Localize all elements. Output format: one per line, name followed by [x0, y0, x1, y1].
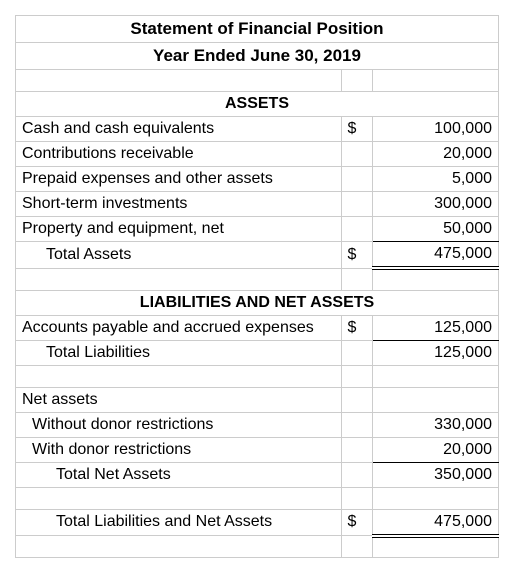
- table-row: With donor restrictions 20,000: [16, 437, 499, 462]
- line-label: Property and equipment, net: [16, 217, 342, 242]
- total-value: 125,000: [373, 340, 499, 365]
- total-net-assets-row: Total Net Assets 350,000: [16, 462, 499, 487]
- currency-symbol: [341, 192, 373, 217]
- total-value: 475,000: [373, 242, 499, 269]
- line-label: Without donor restrictions: [16, 412, 342, 437]
- line-value: 125,000: [373, 315, 499, 340]
- spacer-row: [16, 365, 499, 387]
- total-assets-row: Total Assets $ 475,000: [16, 242, 499, 269]
- currency-symbol: $: [341, 509, 373, 536]
- title-row: Statement of Financial Position: [16, 16, 499, 43]
- table-row: Prepaid expenses and other assets 5,000: [16, 167, 499, 192]
- currency-symbol: [341, 462, 373, 487]
- period-row: Year Ended June 30, 2019: [16, 43, 499, 70]
- total-label: Total Liabilities: [16, 340, 342, 365]
- currency-symbol: $: [341, 117, 373, 142]
- spacer-row: [16, 70, 499, 92]
- table-row: Contributions receivable 20,000: [16, 142, 499, 167]
- currency-symbol: [341, 142, 373, 167]
- liabilities-header: LIABILITIES AND NET ASSETS: [16, 290, 499, 315]
- table-row: Property and equipment, net 50,000: [16, 217, 499, 242]
- grand-total-label: Total Liabilities and Net Assets: [16, 509, 342, 536]
- statement-period: Year Ended June 30, 2019: [16, 43, 499, 70]
- assets-header: ASSETS: [16, 92, 499, 117]
- spacer-row: [16, 487, 499, 509]
- grand-total-value: 475,000: [373, 509, 499, 536]
- line-value: 5,000: [373, 167, 499, 192]
- total-label: Total Net Assets: [16, 462, 342, 487]
- line-value: 300,000: [373, 192, 499, 217]
- statement-title: Statement of Financial Position: [16, 16, 499, 43]
- total-value: 350,000: [373, 462, 499, 487]
- line-label: Contributions receivable: [16, 142, 342, 167]
- liabilities-header-row: LIABILITIES AND NET ASSETS: [16, 290, 499, 315]
- total-label: Total Assets: [16, 242, 342, 269]
- net-assets-header: Net assets: [16, 387, 342, 412]
- grand-total-row: Total Liabilities and Net Assets $ 475,0…: [16, 509, 499, 536]
- line-label: Prepaid expenses and other assets: [16, 167, 342, 192]
- currency-symbol: [341, 217, 373, 242]
- table-row: Cash and cash equivalents $ 100,000: [16, 117, 499, 142]
- table-row: Without donor restrictions 330,000: [16, 412, 499, 437]
- line-label: Cash and cash equivalents: [16, 117, 342, 142]
- spacer-row: [16, 268, 499, 290]
- line-label: With donor restrictions: [16, 437, 342, 462]
- currency-symbol: [341, 167, 373, 192]
- financial-statement-table: Statement of Financial Position Year End…: [15, 15, 499, 558]
- assets-header-row: ASSETS: [16, 92, 499, 117]
- currency-symbol: [341, 437, 373, 462]
- line-label: Accounts payable and accrued expenses: [16, 315, 342, 340]
- line-value: 20,000: [373, 142, 499, 167]
- table-row: Short-term investments 300,000: [16, 192, 499, 217]
- currency-symbol: [341, 412, 373, 437]
- line-label: Short-term investments: [16, 192, 342, 217]
- net-assets-header-row: Net assets: [16, 387, 499, 412]
- line-value: 330,000: [373, 412, 499, 437]
- line-value: 20,000: [373, 437, 499, 462]
- line-value: 100,000: [373, 117, 499, 142]
- line-value: 50,000: [373, 217, 499, 242]
- total-liabilities-row: Total Liabilities 125,000: [16, 340, 499, 365]
- currency-symbol: $: [341, 242, 373, 269]
- table-row: Accounts payable and accrued expenses $ …: [16, 315, 499, 340]
- spacer-row: [16, 536, 499, 558]
- currency-symbol: $: [341, 315, 373, 340]
- currency-symbol: [341, 340, 373, 365]
